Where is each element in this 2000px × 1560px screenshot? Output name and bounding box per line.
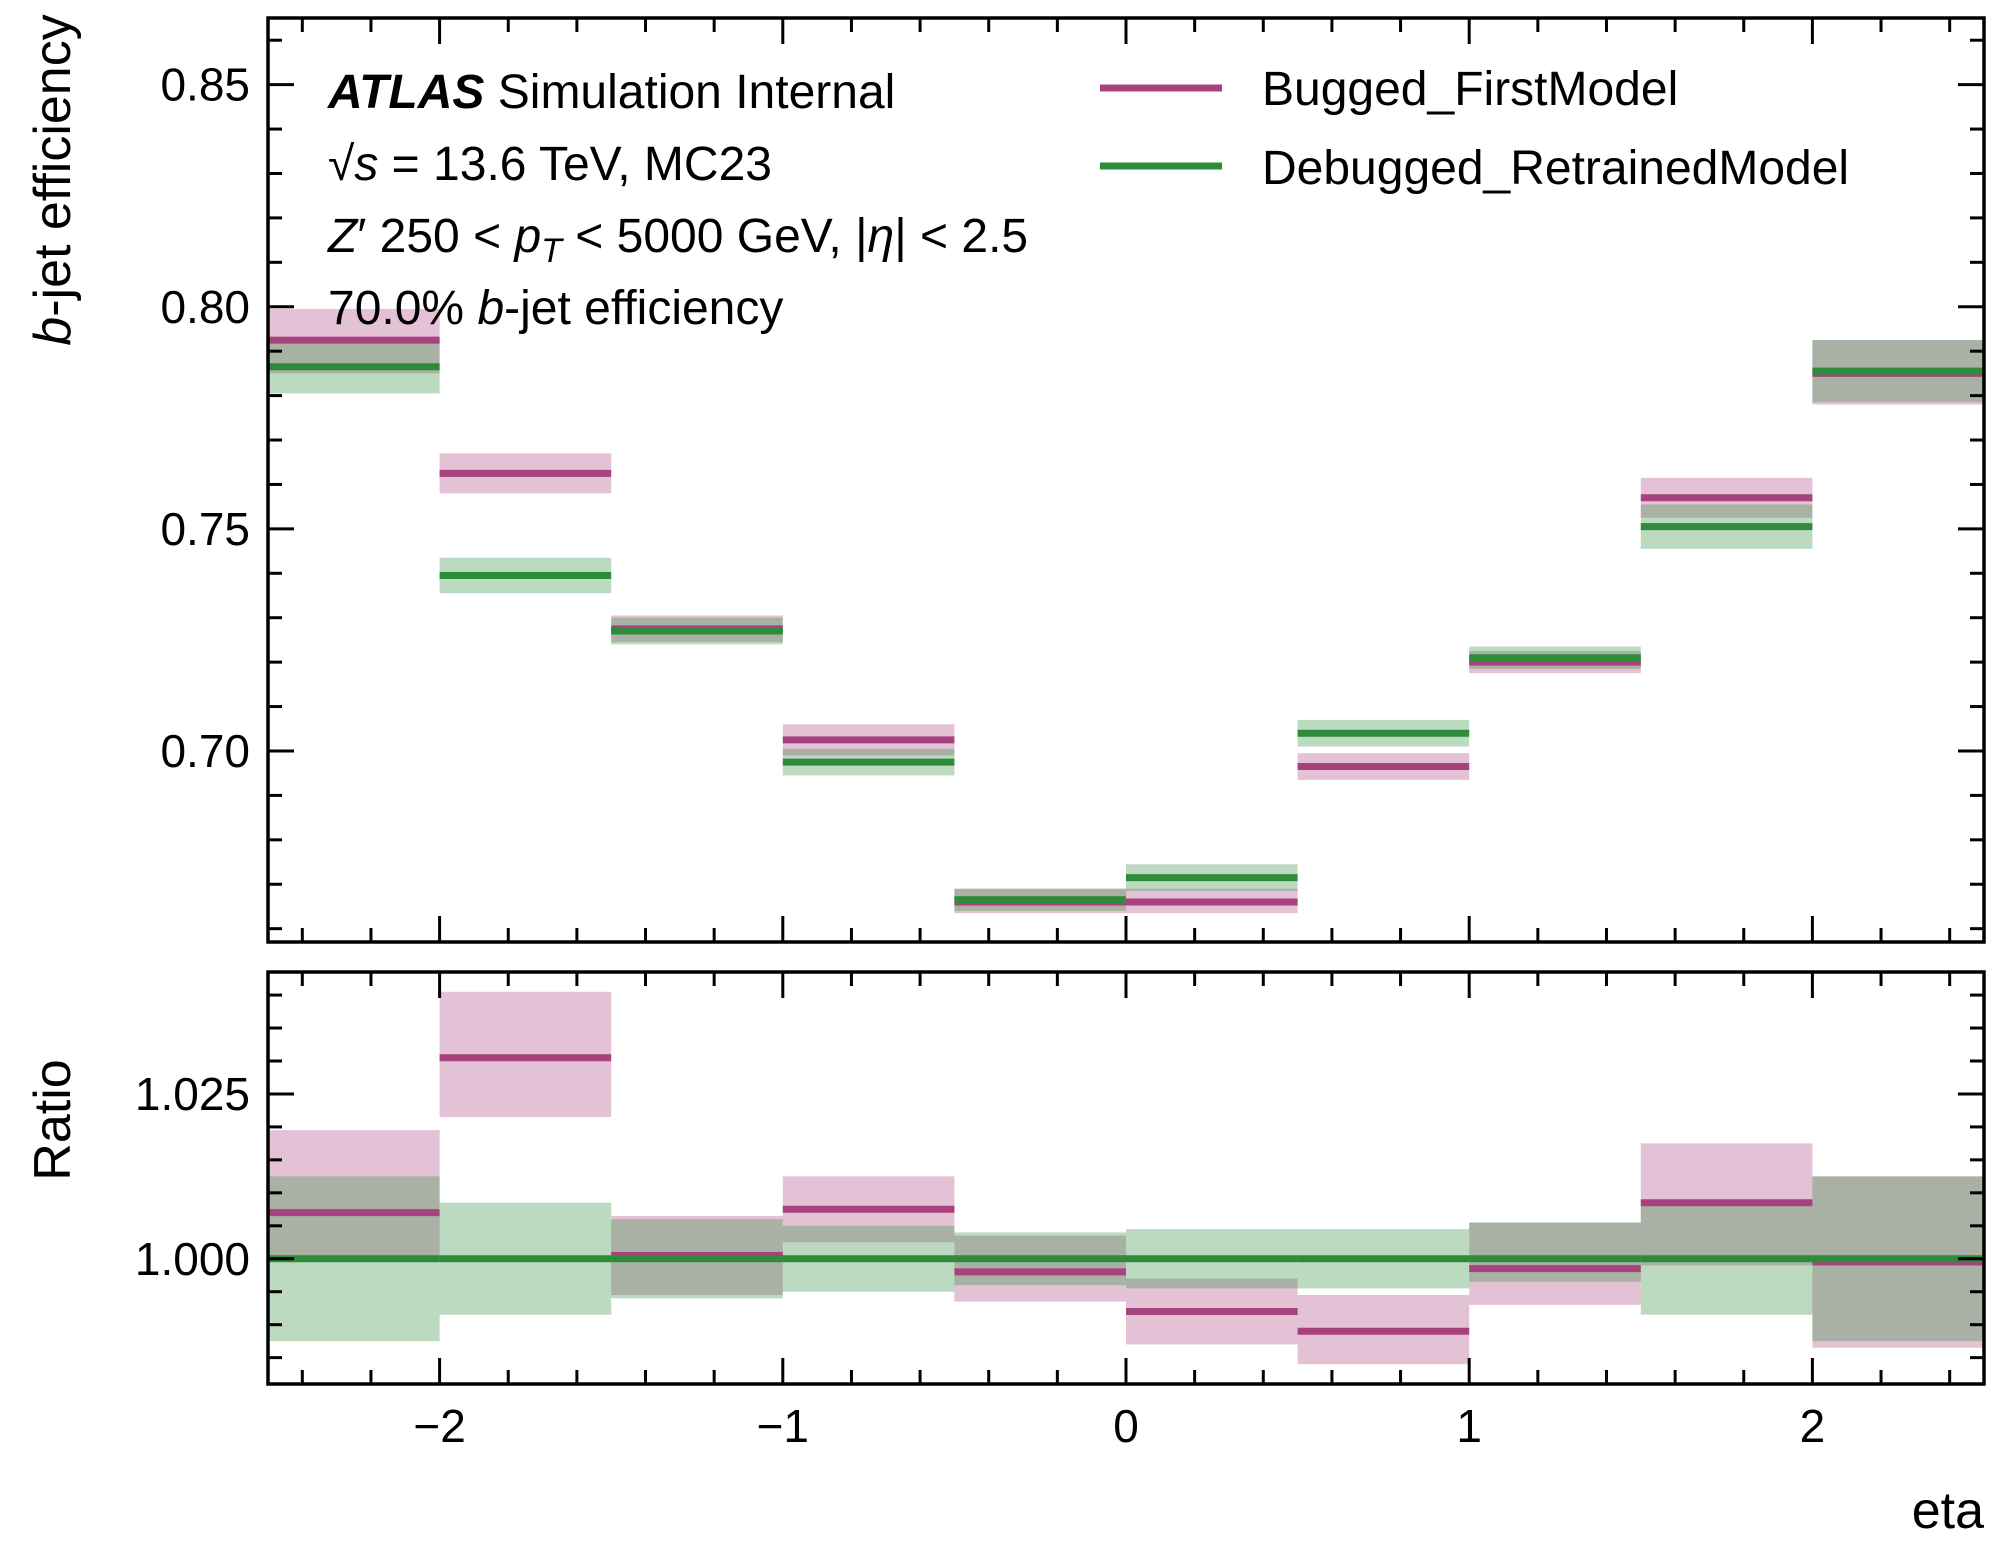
- legend-label-debugged: Debugged_RetrainedModel: [1262, 142, 1849, 195]
- x-tick-label: 0: [1113, 1400, 1139, 1452]
- atlas-label-line4: 70.0% b-jet efficiency: [328, 282, 783, 335]
- atlas-label-line2: √s = 13.6 TeV, MC23: [328, 138, 772, 191]
- ratio-band-bugged-firstmodel-7: [1469, 1222, 1641, 1305]
- ratio-lines: [268, 1054, 1984, 1335]
- ratio-y-axis-title: Ratio: [24, 1059, 82, 1180]
- ratio-plot-frame: [266, 970, 1986, 1386]
- main-y-tick-label: 0.85: [160, 59, 250, 111]
- legend: Bugged_FirstModel Debugged_RetrainedMode…: [1100, 63, 1849, 195]
- ratio-ticks: 1.000 1.025 −2 −1 0 1 2: [135, 972, 1984, 1452]
- main-y-tick-label: 0.75: [160, 503, 250, 555]
- ratio-panel: 1.000 1.025 −2 −1 0 1 2: [135, 970, 1986, 1452]
- main-panel: 0.70 0.75 0.80 0.85: [160, 16, 1986, 944]
- main-lines: [268, 336, 1984, 906]
- atlas-label: ATLAS Simulation Internal √s = 13.6 TeV,…: [327, 66, 1028, 335]
- main-ticks: 0.70 0.75 0.80 0.85: [160, 18, 1984, 942]
- ratio-y-tick-label: 1.000: [135, 1233, 250, 1285]
- x-tick-label: 2: [1800, 1400, 1826, 1452]
- main-y-axis-title: b-jet efficiency: [24, 14, 82, 345]
- x-tick-label: 1: [1456, 1400, 1482, 1452]
- x-tick-label: −1: [757, 1400, 809, 1452]
- x-axis-title: eta: [1912, 1482, 1984, 1540]
- atlas-label-line3: Z′ 250 < pT < 5000 GeV, |η| < 2.5: [327, 210, 1028, 270]
- main-y-tick-label: 0.80: [160, 281, 250, 333]
- main-plot-frame: [266, 16, 1986, 944]
- atlas-label-line1: ATLAS Simulation Internal: [327, 66, 895, 119]
- ratio-band-bugged-firstmodel-0: [268, 1130, 440, 1263]
- ratio-band-debugged-retrainedmodel-7: [1469, 1222, 1641, 1282]
- legend-label-bugged: Bugged_FirstModel: [1262, 63, 1678, 116]
- ratio-y-tick-label: 1.025: [135, 1068, 250, 1120]
- main-bands: [268, 308, 1984, 914]
- main-y-tick-label: 0.70: [160, 725, 250, 777]
- x-tick-label: −2: [413, 1400, 465, 1452]
